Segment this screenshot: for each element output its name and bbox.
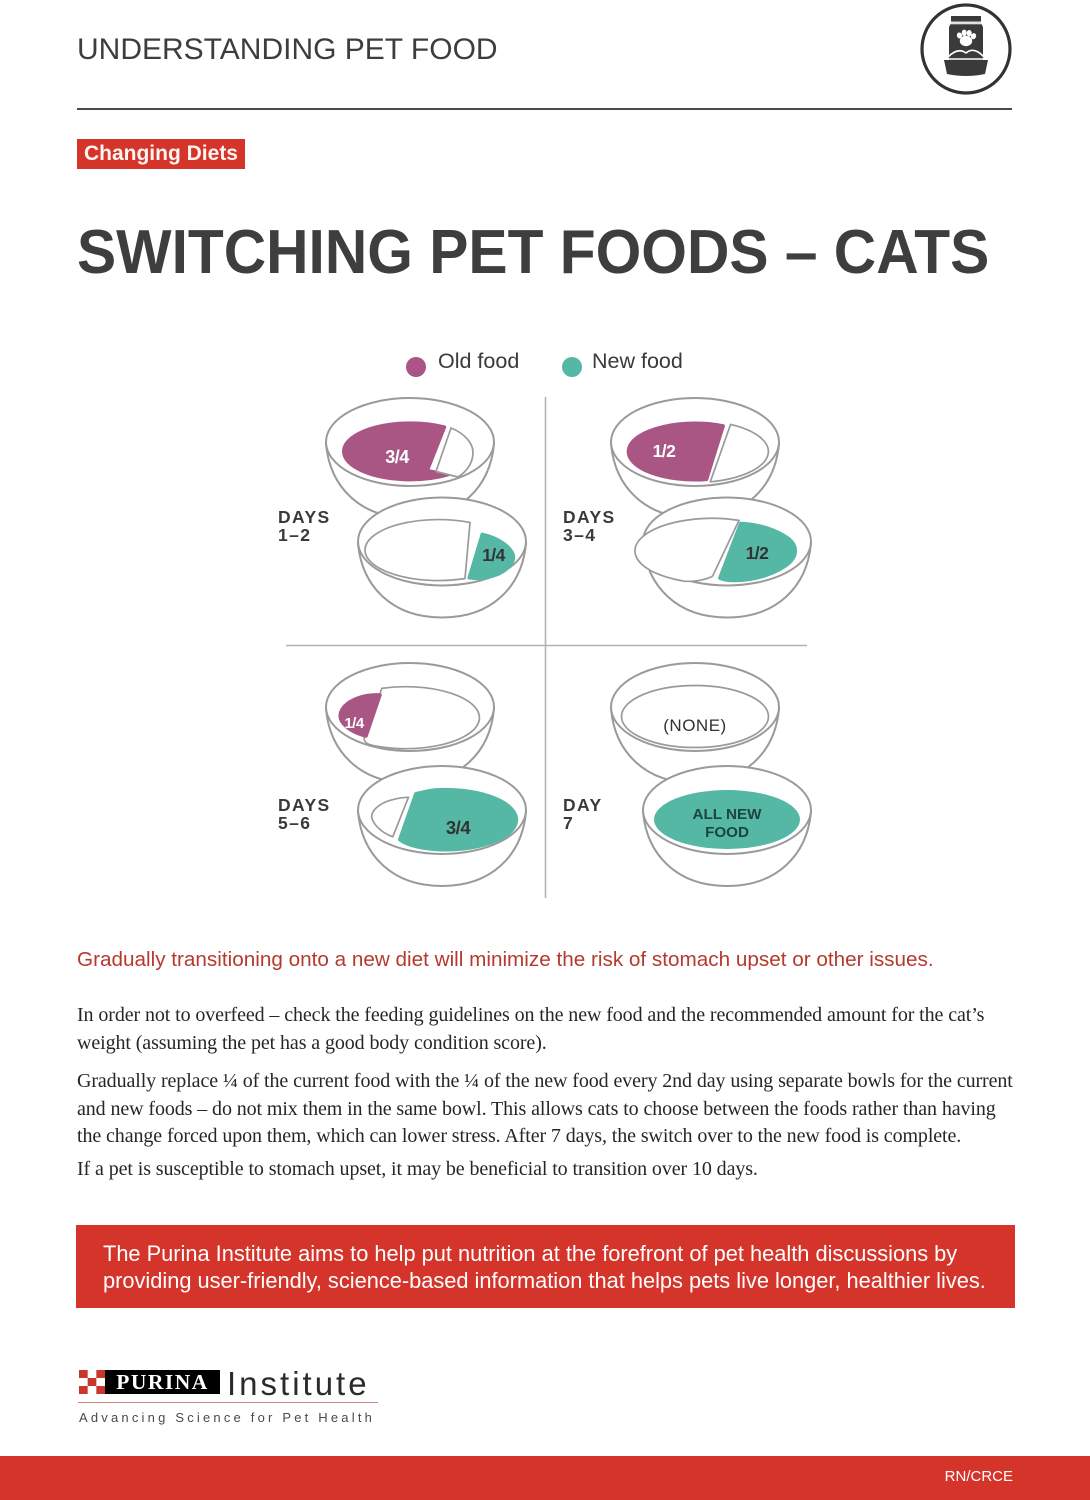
svg-text:FOOD: FOOD [705,824,749,841]
svg-text:1/2: 1/2 [653,441,677,461]
svg-text:(NONE): (NONE) [663,716,726,735]
svg-text:1/2: 1/2 [746,543,770,563]
svg-text:3/4: 3/4 [385,447,409,467]
svg-text:ALL NEW: ALL NEW [693,806,763,823]
svg-text:3/4: 3/4 [446,817,471,838]
svg-text:1/4: 1/4 [344,715,365,732]
svg-text:1/4: 1/4 [482,545,506,565]
